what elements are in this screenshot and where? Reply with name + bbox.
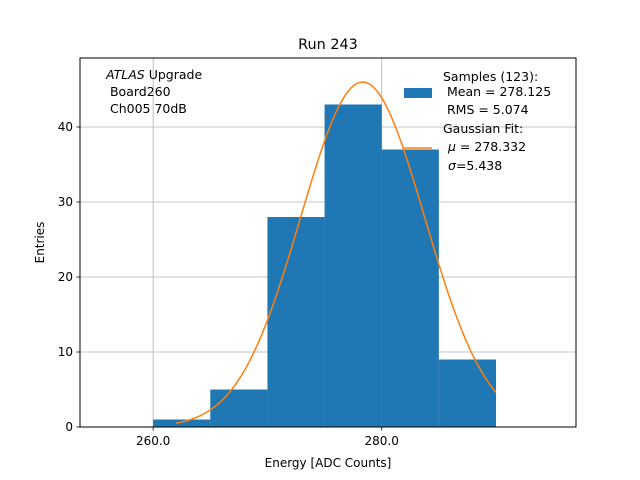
gaussian-fit-curve [175,81,497,424]
legend-fit-title: Gaussian Fit: [443,121,523,136]
legend-mu-value: = 278.332 [456,139,526,154]
y-tick-label-2: 20 [58,270,73,284]
histogram-bar-0 [153,419,211,427]
histogram-bar-3 [324,104,382,427]
x-axis-label: Energy [ADC Counts] [265,456,392,470]
x-tick-label-0: 260.0 [136,434,170,448]
y-tick-label-1: 10 [58,345,73,359]
histogram-bar-2 [267,217,325,427]
x-tick-label-1: 280.0 [365,434,399,448]
y-axis-label: Entries [33,222,47,264]
y-tick-label-4: 40 [58,120,73,134]
legend-samples-mean: Mean = 278.125 [443,84,551,99]
legend-samples-title: Samples (123): [443,69,538,84]
x-axis-ticks: 260.0 280.0 [136,427,399,448]
legend-mu-symbol: μ [447,139,456,154]
annotation-upgrade: Upgrade [145,67,203,82]
legend-sigma-symbol: σ [448,158,457,173]
histogram-bar-1 [210,389,268,427]
histogram-bar-4 [381,149,439,427]
annotation-line-2: Board260 [106,84,171,99]
legend-sigma-value: =5.438 [456,158,502,173]
annotation-atlas: ATLAS [105,67,145,82]
legend-samples-rms: RMS = 5.074 [443,102,529,117]
annotation-line-1: ATLAS Upgrade [105,67,202,82]
chart-title: Run 243 [298,37,358,53]
atlas-annotation: ATLAS Upgrade Board260 Ch005 70dB [105,67,202,116]
legend-fit-mu: μ = 278.332 [447,139,526,154]
y-tick-label-3: 30 [58,195,73,209]
plot-area-frame [79,57,577,428]
histogram-bars [153,104,496,427]
gaussian-fit [175,81,497,424]
histogram-bar-5 [438,359,496,427]
y-tick-label-0: 0 [65,420,73,434]
legend: Samples (123): Mean = 278.125 RMS = 5.07… [404,69,551,173]
legend-samples-swatch [404,88,432,98]
annotation-line-3: Ch005 70dB [106,101,187,116]
legend-fit-sigma: σ=5.438 [448,158,502,173]
y-axis-ticks: 0 10 20 30 40 [58,120,80,434]
